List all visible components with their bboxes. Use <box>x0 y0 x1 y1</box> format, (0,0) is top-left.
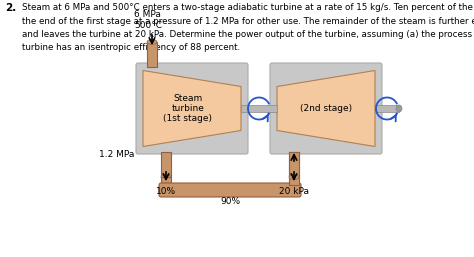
Polygon shape <box>277 70 375 146</box>
Text: Steam
turbine
(1st stage): Steam turbine (1st stage) <box>164 94 212 123</box>
FancyBboxPatch shape <box>159 183 301 197</box>
Ellipse shape <box>161 175 171 179</box>
Text: 90%: 90% <box>220 197 240 206</box>
FancyBboxPatch shape <box>270 63 382 154</box>
Text: turbine has an isentropic efficiency of 88 percent.: turbine has an isentropic efficiency of … <box>22 43 240 52</box>
Text: (2nd stage): (2nd stage) <box>300 104 352 113</box>
Text: 20 kPa: 20 kPa <box>279 187 309 196</box>
FancyBboxPatch shape <box>241 105 277 112</box>
Ellipse shape <box>289 175 299 179</box>
Text: and leaves the turbine at 20 kPa. Determine the power output of the turbine, ass: and leaves the turbine at 20 kPa. Determ… <box>22 30 474 39</box>
Ellipse shape <box>396 105 402 112</box>
Text: Steam at 6 MPa and 500°C enters a two-stage adiabatic turbine at a rate of 15 kg: Steam at 6 MPa and 500°C enters a two-st… <box>22 3 474 12</box>
Ellipse shape <box>147 40 157 44</box>
Polygon shape <box>143 70 241 146</box>
FancyBboxPatch shape <box>375 105 399 112</box>
FancyBboxPatch shape <box>289 152 299 177</box>
FancyBboxPatch shape <box>147 42 157 67</box>
FancyBboxPatch shape <box>161 177 171 185</box>
FancyBboxPatch shape <box>289 152 299 185</box>
Text: 6 MPa
500°C: 6 MPa 500°C <box>134 10 162 30</box>
Text: 2.: 2. <box>5 3 16 13</box>
Text: 10%: 10% <box>156 187 176 196</box>
Text: 1.2 MPa: 1.2 MPa <box>99 150 134 159</box>
FancyBboxPatch shape <box>136 63 248 154</box>
Text: the end of the first stage at a pressure of 1.2 MPa for other use. The remainder: the end of the first stage at a pressure… <box>22 16 474 25</box>
FancyBboxPatch shape <box>161 152 171 177</box>
